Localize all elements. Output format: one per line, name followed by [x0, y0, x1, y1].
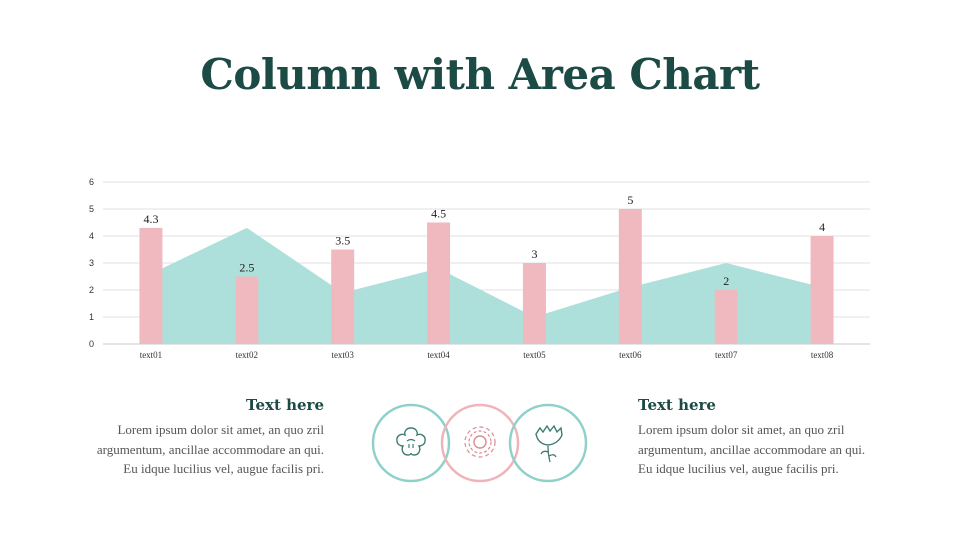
- y-tick-label: 5: [89, 204, 94, 214]
- right-heading: Text here: [638, 396, 716, 414]
- x-tick-label: text04: [427, 350, 450, 360]
- bar: [235, 276, 259, 344]
- bar: [522, 263, 546, 344]
- data-label: 4.3: [143, 212, 158, 226]
- left-text-block: Text here Lorem ipsum dolor sit amet, an…: [84, 396, 324, 479]
- y-tick-label: 6: [89, 177, 94, 187]
- left-heading: Text here: [246, 396, 324, 414]
- data-label: 4.5: [431, 207, 446, 221]
- flower-icon: [371, 403, 451, 483]
- x-tick-label: text01: [140, 350, 163, 360]
- carnation-icon: [508, 403, 588, 483]
- bar: [618, 209, 642, 344]
- right-text-block: Text here Lorem ipsum dolor sit amet, an…: [638, 396, 878, 479]
- x-tick-label: text06: [619, 350, 642, 360]
- bar: [331, 249, 355, 344]
- y-tick-label: 3: [89, 258, 94, 268]
- right-body: Lorem ipsum dolor sit amet, an quo zril …: [638, 422, 866, 476]
- x-tick-label: text02: [236, 350, 259, 360]
- bar: [810, 236, 834, 344]
- sunflower-icon: [440, 403, 520, 483]
- x-tick-label: text07: [715, 350, 738, 360]
- data-label: 2: [723, 274, 729, 288]
- y-tick-label: 0: [89, 339, 94, 349]
- y-tick-label: 2: [89, 285, 94, 295]
- x-tick-label: text03: [331, 350, 354, 360]
- area-series: [150, 227, 823, 344]
- data-label: 5: [627, 193, 633, 207]
- page-title: Column with Area Chart: [200, 50, 760, 99]
- data-label: 3: [531, 247, 537, 261]
- y-tick-label: 4: [89, 231, 94, 241]
- data-label: 2.5: [239, 261, 254, 275]
- data-label: 3.5: [335, 234, 350, 248]
- x-tick-label: text08: [811, 350, 834, 360]
- data-label: 4: [819, 220, 825, 234]
- left-body: Lorem ipsum dolor sit amet, an quo zril …: [96, 422, 324, 476]
- bar: [139, 227, 163, 344]
- y-tick-label: 1: [89, 312, 94, 322]
- bar: [714, 290, 738, 344]
- bar: [427, 222, 451, 344]
- x-tick-label: text05: [523, 350, 546, 360]
